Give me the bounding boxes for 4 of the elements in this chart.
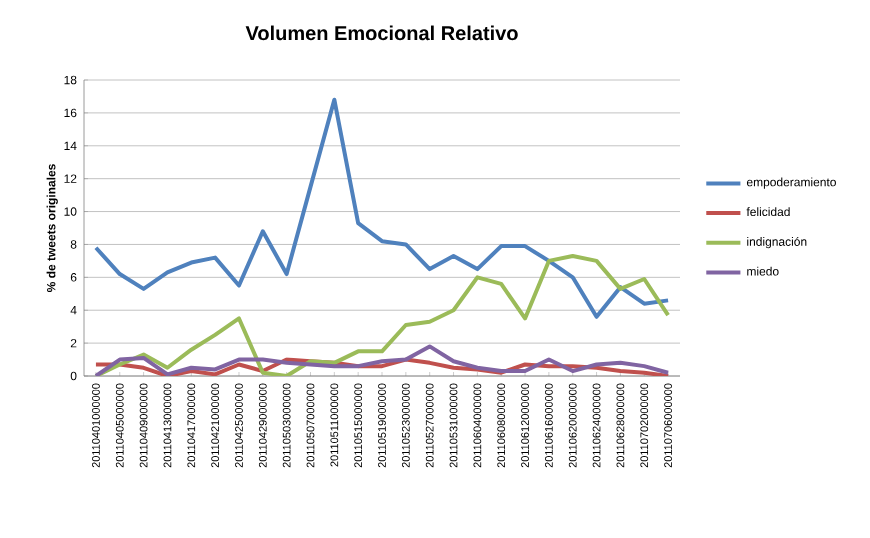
- line-series: [93, 344, 671, 377]
- line-series: [93, 357, 671, 377]
- line-series: [93, 97, 671, 319]
- chart-title: Volumen Emocional Relativo: [245, 25, 518, 41]
